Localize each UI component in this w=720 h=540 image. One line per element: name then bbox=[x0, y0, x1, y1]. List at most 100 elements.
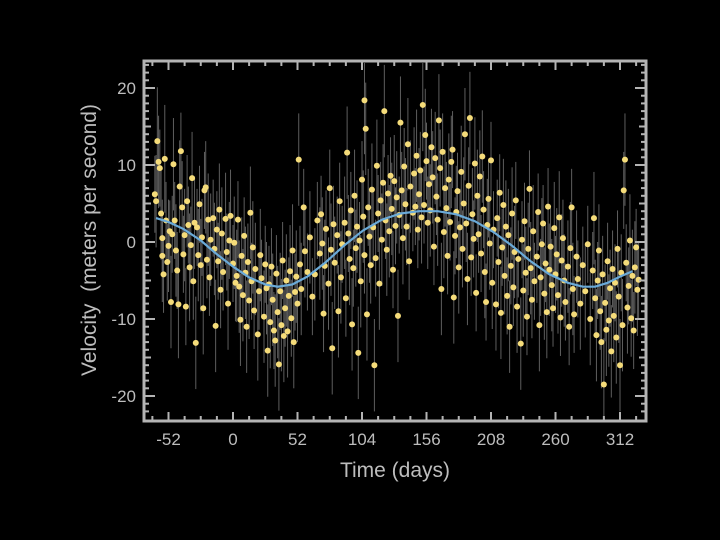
data-point bbox=[423, 158, 430, 165]
data-point bbox=[363, 311, 370, 318]
data-point bbox=[594, 277, 601, 284]
y-axis-ticks bbox=[144, 63, 646, 413]
data-point bbox=[220, 269, 227, 276]
data-point bbox=[185, 222, 192, 229]
data-point bbox=[597, 308, 604, 315]
data-point bbox=[277, 288, 284, 295]
data-point bbox=[604, 258, 611, 265]
data-point bbox=[177, 148, 184, 155]
data-point bbox=[440, 228, 447, 235]
data-point bbox=[234, 216, 241, 223]
data-point bbox=[283, 277, 290, 284]
data-point bbox=[254, 331, 261, 338]
data-point bbox=[592, 295, 599, 302]
data-point bbox=[471, 160, 478, 167]
data-point bbox=[466, 115, 473, 122]
data-point bbox=[459, 245, 466, 252]
data-point bbox=[399, 235, 406, 242]
data-point bbox=[620, 187, 627, 194]
data-point bbox=[571, 311, 578, 318]
data-point bbox=[241, 232, 248, 239]
data-point bbox=[623, 259, 630, 266]
data-point bbox=[289, 247, 296, 254]
data-point bbox=[352, 245, 359, 252]
data-point bbox=[474, 192, 481, 199]
data-point bbox=[559, 235, 566, 242]
data-point bbox=[285, 292, 292, 299]
y-tick-label: 10 bbox=[117, 156, 136, 175]
data-point bbox=[175, 301, 182, 308]
data-point bbox=[197, 262, 204, 269]
data-point bbox=[631, 264, 638, 271]
data-point bbox=[437, 165, 444, 172]
data-point bbox=[548, 282, 555, 289]
data-point bbox=[402, 201, 409, 208]
data-point bbox=[489, 279, 496, 286]
data-point bbox=[505, 232, 512, 239]
data-point bbox=[329, 345, 336, 352]
data-point bbox=[625, 282, 632, 289]
data-point bbox=[512, 197, 519, 204]
data-point bbox=[633, 244, 640, 251]
data-point bbox=[444, 252, 451, 259]
data-point bbox=[621, 156, 628, 163]
data-point bbox=[222, 215, 229, 222]
data-point bbox=[587, 316, 594, 322]
data-point bbox=[605, 317, 612, 324]
data-point bbox=[354, 223, 361, 230]
data-point bbox=[161, 155, 168, 162]
data-point bbox=[198, 234, 205, 241]
data-point bbox=[187, 242, 194, 249]
data-point bbox=[279, 257, 286, 264]
data-point bbox=[494, 215, 501, 222]
data-point bbox=[556, 214, 563, 221]
data-point bbox=[309, 293, 316, 300]
data-point bbox=[626, 237, 633, 244]
data-point bbox=[231, 239, 238, 246]
data-point bbox=[169, 231, 176, 238]
data-point bbox=[171, 217, 178, 224]
data-point bbox=[520, 287, 527, 294]
data-point bbox=[246, 297, 253, 304]
data-point bbox=[264, 347, 271, 354]
data-point bbox=[334, 232, 341, 239]
data-point bbox=[336, 198, 343, 205]
data-point bbox=[554, 292, 561, 299]
data-point bbox=[376, 280, 383, 287]
data-point bbox=[624, 304, 631, 311]
data-point bbox=[304, 269, 311, 276]
data-points bbox=[151, 97, 642, 388]
data-point bbox=[261, 313, 268, 320]
data-point bbox=[509, 210, 516, 217]
data-point bbox=[628, 315, 635, 322]
data-point bbox=[535, 208, 542, 215]
data-point bbox=[497, 309, 504, 316]
data-point bbox=[212, 322, 219, 329]
data-point bbox=[356, 237, 363, 244]
data-point bbox=[192, 339, 199, 346]
data-point bbox=[414, 226, 421, 233]
data-point bbox=[319, 240, 326, 247]
data-point bbox=[507, 262, 514, 269]
data-point bbox=[172, 247, 179, 254]
data-point bbox=[186, 264, 193, 271]
data-point bbox=[430, 243, 437, 250]
data-point bbox=[443, 205, 450, 212]
data-point bbox=[481, 269, 488, 276]
fit-curve bbox=[155, 210, 633, 288]
data-point bbox=[609, 265, 616, 272]
data-point bbox=[355, 349, 362, 356]
data-point bbox=[249, 244, 256, 251]
data-point bbox=[268, 263, 275, 270]
y-tick-label: 20 bbox=[117, 79, 136, 98]
data-point bbox=[558, 257, 565, 264]
data-point bbox=[159, 235, 166, 242]
data-point bbox=[500, 202, 507, 209]
data-point bbox=[368, 186, 375, 193]
data-point bbox=[608, 348, 615, 355]
data-point bbox=[180, 251, 187, 258]
data-point bbox=[357, 278, 364, 285]
data-point bbox=[528, 296, 535, 303]
data-point bbox=[288, 315, 295, 322]
data-point bbox=[584, 241, 591, 248]
